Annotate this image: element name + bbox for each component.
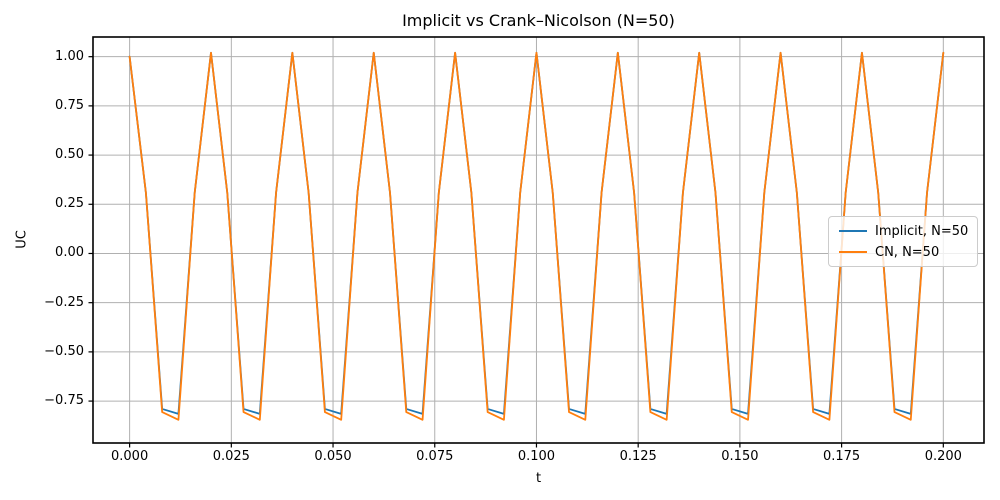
x-tick-label: 0.175 <box>822 449 861 464</box>
x-tick-label: 0.000 <box>111 449 149 464</box>
x-tick-label: 0.200 <box>924 449 962 464</box>
x-tick-label: 0.025 <box>212 449 250 464</box>
y-tick-label: 0.00 <box>55 245 84 261</box>
legend: Implicit, N=50 CN, N=50 <box>828 216 978 267</box>
x-tick-label: 0.150 <box>721 449 759 464</box>
y-axis-label: UC <box>14 230 30 249</box>
y-tick-label: −0.75 <box>44 393 84 409</box>
y-tick-label: 0.25 <box>55 196 84 212</box>
y-tick-label: −0.25 <box>44 294 84 310</box>
x-tick-label: 0.125 <box>619 449 657 464</box>
x-tick-label: 0.075 <box>416 449 454 464</box>
legend-line-swatch-cn <box>839 251 867 253</box>
x-axis-label: t <box>535 471 542 486</box>
legend-item-cn: CN, N=50 <box>829 244 977 261</box>
legend-label-implicit: Implicit, N=50 <box>875 223 969 239</box>
y-tick-label: −0.50 <box>44 343 84 359</box>
y-tick-label: 0.50 <box>55 147 84 163</box>
series-line-cn <box>128 51 945 421</box>
y-tick-label: 1.00 <box>55 48 84 64</box>
legend-line-swatch-implicit <box>839 230 867 232</box>
x-tick-label: 0.100 <box>517 449 556 464</box>
legend-item-implicit: Implicit, N=50 <box>829 223 977 240</box>
y-tick-label: 0.75 <box>55 97 84 113</box>
axes-frame <box>92 36 985 444</box>
x-tick-label: 0.050 <box>314 449 352 464</box>
legend-label-cn: CN, N=50 <box>875 244 940 260</box>
chart-title: Implicit vs Crank–Nicolson (N=50) <box>402 11 675 30</box>
